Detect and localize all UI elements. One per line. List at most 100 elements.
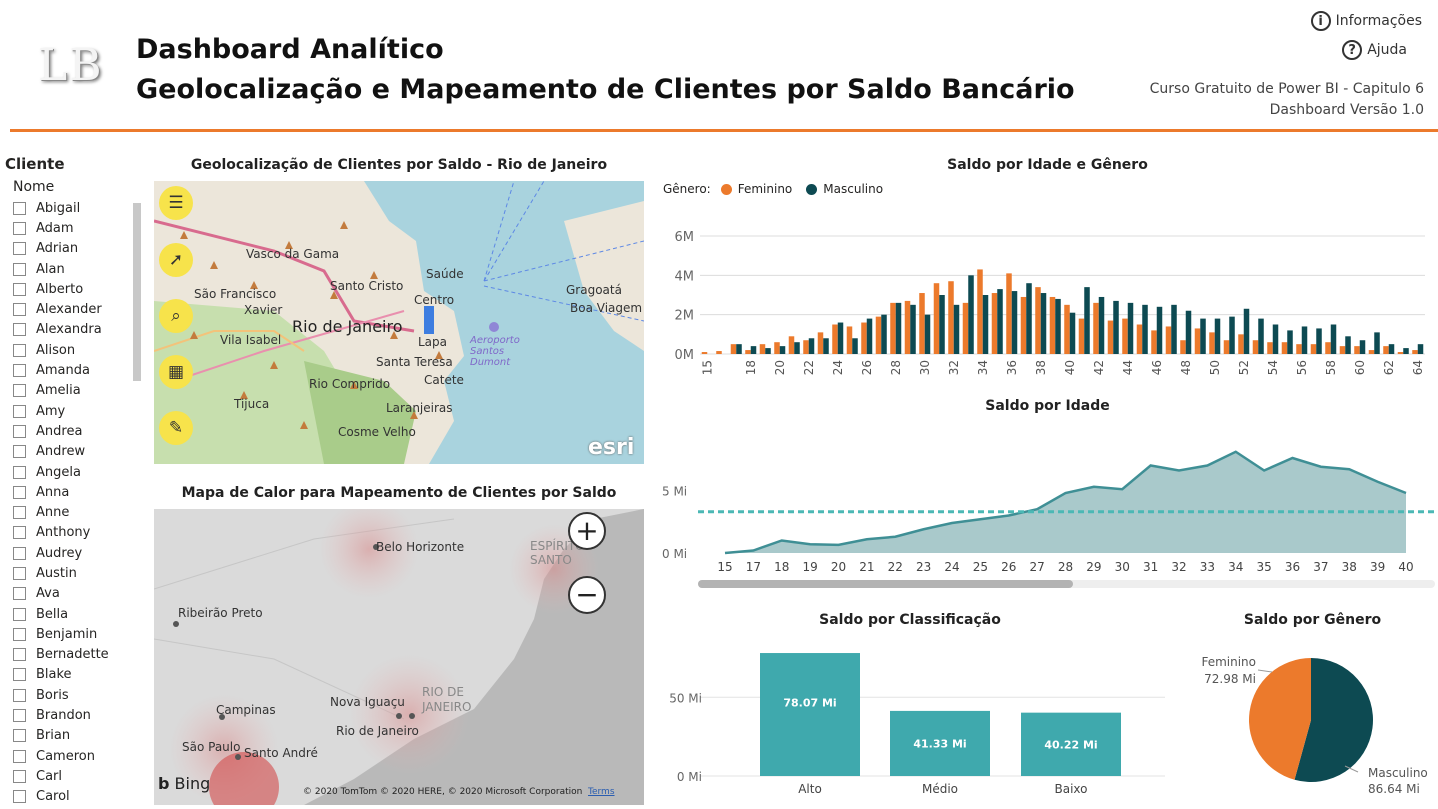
checkbox[interactable]	[13, 303, 26, 317]
checkbox[interactable]	[13, 587, 26, 601]
bar-feminino	[1006, 273, 1012, 354]
chart-title: Saldo por Gênero	[1243, 612, 1382, 628]
slicer-item[interactable]: Alan	[13, 259, 145, 279]
checkbox[interactable]	[13, 627, 26, 641]
checkbox[interactable]	[13, 506, 26, 520]
zoom-out-button[interactable]: −	[568, 576, 606, 614]
slicer-item[interactable]: Abigail	[13, 198, 145, 218]
slicer-scrollbar[interactable]	[133, 203, 141, 381]
checkbox[interactable]	[13, 323, 26, 337]
y-tick-label: 6M	[675, 230, 695, 245]
map-qr-button[interactable]: ▦	[159, 355, 193, 389]
checkbox[interactable]	[13, 749, 26, 763]
slicer-item[interactable]: Bernadette	[13, 645, 145, 665]
checkbox[interactable]	[13, 384, 26, 398]
slicer-item-label: Angela	[36, 464, 81, 480]
checkbox[interactable]	[13, 201, 26, 215]
checkbox[interactable]	[13, 282, 26, 296]
slicer-item[interactable]: Alison	[13, 340, 145, 360]
rio-map[interactable]: ☰ ➚ ⌕ ▦ ✎ Vasco da Gama Saúde Gragoatá B…	[154, 181, 644, 464]
slicer-item[interactable]: Anna	[13, 482, 145, 502]
slicer-item-label: Austin	[36, 565, 77, 581]
checkbox[interactable]	[13, 424, 26, 438]
bar-feminino	[861, 322, 867, 354]
checkbox[interactable]	[13, 364, 26, 378]
checkbox[interactable]	[13, 607, 26, 621]
checkbox[interactable]	[13, 790, 26, 804]
slicer-item[interactable]: Carl	[13, 766, 145, 786]
slicer-item[interactable]: Amelia	[13, 381, 145, 401]
map-search-button[interactable]: ⌕	[159, 299, 193, 333]
slicer-item[interactable]: Amy	[13, 401, 145, 421]
map-menu-button[interactable]: ☰	[159, 186, 193, 220]
checkbox[interactable]	[13, 688, 26, 702]
checkbox[interactable]	[13, 242, 26, 256]
legend-female[interactable]: Feminino	[737, 182, 793, 196]
slicer-item[interactable]: Austin	[13, 563, 145, 583]
map-tools-button[interactable]: ✎	[159, 411, 193, 445]
pie-chart-gender[interactable]: Feminino 72.98 Mi Masculino 86.64 Mi	[1180, 636, 1435, 806]
legend-male[interactable]: Masculino	[823, 182, 884, 196]
slicer-item[interactable]: Ava	[13, 584, 145, 604]
slicer-item[interactable]: Alexandra	[13, 320, 145, 340]
slicer-item[interactable]: Cameron	[13, 746, 145, 766]
checkbox[interactable]	[13, 668, 26, 682]
legend-dot-female	[720, 183, 732, 195]
gender-legend: Gênero: Feminino Masculino	[663, 182, 883, 196]
slicer-item-label: Boris	[36, 687, 69, 703]
bar-feminino	[1078, 318, 1085, 354]
x-tick-label: 33	[1200, 560, 1215, 574]
bar-chart-age-gender[interactable]: 0M 2M 4M 6M 15 18 20 22 24 26 28 30 32 34 36 38 40 42 44 46…	[660, 222, 1435, 400]
slicer-item[interactable]: Adrian	[13, 239, 145, 259]
bar-feminino	[1296, 344, 1302, 354]
help-button[interactable]: ? Ajuda	[1342, 40, 1407, 60]
bar-feminino	[875, 316, 882, 354]
checkbox[interactable]	[13, 465, 26, 479]
heatmap-map[interactable]: Belo Horizonte ESPÍRITO SANTO Ribeirão P…	[154, 509, 644, 805]
slicer-item[interactable]: Blake	[13, 665, 145, 685]
checkbox[interactable]	[13, 485, 26, 499]
x-tick-label: 36	[1005, 360, 1019, 375]
checkbox[interactable]	[13, 729, 26, 743]
zoom-in-button[interactable]: +	[568, 512, 606, 550]
slicer-item-label: Alexander	[36, 302, 102, 318]
slicer-item[interactable]: Amanda	[13, 360, 145, 380]
checkbox[interactable]	[13, 526, 26, 540]
terms-link[interactable]: Terms	[588, 787, 615, 797]
checkbox[interactable]	[13, 769, 26, 783]
slicer-item[interactable]: Alberto	[13, 279, 145, 299]
checkbox[interactable]	[13, 221, 26, 235]
slicer-item-label: Cameron	[36, 748, 95, 764]
slicer-item[interactable]: Carol	[13, 787, 145, 805]
bar-feminino	[1035, 287, 1041, 354]
slicer-item[interactable]: Bella	[13, 604, 145, 624]
checkbox[interactable]	[13, 262, 26, 276]
bar-chart-classification[interactable]: 50 Mi 0 Mi 78.07 Mi Alto 41.33 Mi Médio 40.22 …	[660, 636, 1180, 806]
bar-feminino	[832, 324, 838, 354]
map-label: Campinas	[216, 703, 276, 717]
slicer-item[interactable]: Boris	[13, 685, 145, 705]
slicer-item[interactable]: Andrea	[13, 421, 145, 441]
info-button[interactable]: i Informações	[1310, 11, 1422, 31]
checkbox[interactable]	[13, 404, 26, 418]
slicer-item[interactable]: Andrew	[13, 442, 145, 462]
slicer-item[interactable]: Alexander	[13, 299, 145, 319]
checkbox[interactable]	[13, 566, 26, 580]
checkbox[interactable]	[13, 648, 26, 662]
slicer-item[interactable]: Adam	[13, 218, 145, 238]
map-select-button[interactable]: ➚	[159, 243, 193, 277]
slicer-item[interactable]: Angela	[13, 462, 145, 482]
slicer-item[interactable]: Audrey	[13, 543, 145, 563]
checkbox[interactable]	[13, 343, 26, 357]
slicer-item[interactable]: Anne	[13, 502, 145, 522]
x-tick-label: 34	[976, 360, 990, 375]
area-chart-age[interactable]: 5 Mi 0 Mi 15 17 18 19 20 21 22 23 24 25 26 27 28 29 30 31…	[660, 420, 1435, 595]
slicer-item[interactable]: Anthony	[13, 523, 145, 543]
checkbox[interactable]	[13, 445, 26, 459]
checkbox[interactable]	[13, 709, 26, 723]
checkbox[interactable]	[13, 546, 26, 560]
slicer-item[interactable]: Brandon	[13, 705, 145, 725]
map-label: Catete	[424, 373, 464, 387]
slicer-item[interactable]: Brian	[13, 726, 145, 746]
slicer-item[interactable]: Benjamin	[13, 624, 145, 644]
